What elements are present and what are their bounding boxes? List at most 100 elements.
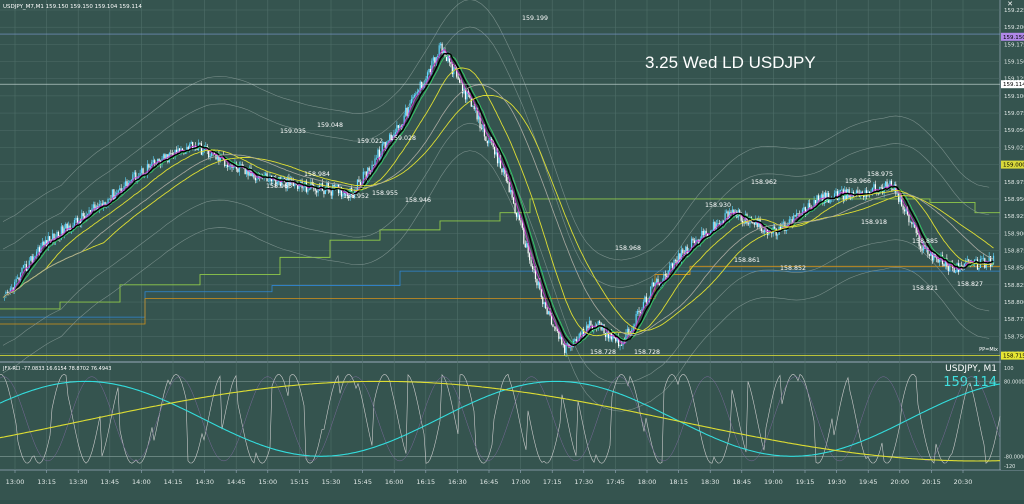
- candle-body: [520, 220, 522, 223]
- candle-body: [635, 314, 637, 326]
- candle-body: [944, 258, 946, 267]
- price-axis-label: 158.925: [1004, 214, 1024, 220]
- candle-body: [123, 185, 125, 192]
- candle-body: [190, 142, 192, 144]
- candle-body: [841, 189, 843, 191]
- price-annotation: 158.955: [372, 190, 398, 197]
- candle-body: [482, 124, 484, 129]
- candle-body: [241, 164, 243, 168]
- candle-body: [60, 226, 62, 240]
- candle-body: [779, 226, 782, 231]
- time-label: 19:45: [859, 478, 878, 486]
- time-label: 17:00: [511, 478, 530, 486]
- candle-body: [40, 245, 42, 253]
- candle-body: [816, 195, 818, 204]
- time-label: 20:00: [890, 478, 909, 486]
- candle-body: [476, 108, 478, 120]
- candle-body: [889, 180, 891, 186]
- candle-body: [224, 159, 226, 167]
- candle-body: [79, 220, 81, 224]
- candle-body: [670, 263, 672, 266]
- price-annotation: 158.952: [343, 193, 369, 200]
- price-annotation: 158.930: [705, 202, 731, 209]
- candle-body: [990, 256, 992, 267]
- candle-body: [807, 203, 809, 210]
- price-annotation: 158.861: [734, 257, 760, 264]
- price-axis[interactable]: 159.225159.200159.175159.150159.125159.1…: [979, 0, 1024, 470]
- candle-body: [714, 221, 716, 230]
- time-label: 20:15: [922, 478, 941, 486]
- candle-body: [434, 57, 436, 63]
- candle-body: [553, 326, 556, 328]
- candle-body: [37, 247, 39, 252]
- candle-body: [511, 189, 513, 198]
- candle-body: [565, 343, 567, 353]
- chart-title: 3.25 Wed LD USDJPY: [645, 53, 816, 72]
- candle-body: [794, 215, 796, 217]
- candle-body: [636, 310, 639, 315]
- rci-cyan-line: [0, 380, 1001, 457]
- candle-body: [114, 194, 116, 200]
- candle-body: [390, 134, 392, 141]
- candle-body: [549, 311, 551, 316]
- candle-body: [264, 173, 267, 176]
- time-label: 14:45: [227, 478, 246, 486]
- candle-body: [335, 186, 337, 187]
- candle-body: [747, 223, 750, 225]
- candle-body: [985, 263, 987, 268]
- candle-body: [965, 260, 967, 264]
- candle-body: [485, 136, 487, 141]
- price-tag-bottom-bg: [1001, 351, 1024, 360]
- candle-body: [529, 253, 531, 261]
- time-axis[interactable]: 13:00 13:15 13:30 13:45 14:00 14:15 14:30 14:45…: [6, 470, 973, 486]
- candle-body: [480, 128, 483, 129]
- candle-body: [534, 269, 537, 280]
- candle-body: [963, 263, 965, 270]
- candle-body: [712, 221, 715, 230]
- candle-body: [282, 178, 284, 180]
- candle-body: [947, 266, 949, 271]
- candle-body: [177, 148, 179, 153]
- candle-body: [695, 239, 697, 244]
- candle-body: [343, 192, 345, 194]
- candle-body: [11, 287, 13, 289]
- candle-body: [450, 62, 452, 64]
- candle-body: [16, 277, 19, 279]
- rci-indicator-panel[interactable]: JFX-RCI -77.0833 16.6154 78.8702 76.4943…: [0, 364, 1024, 470]
- candle-body: [103, 202, 105, 208]
- candle-body: [857, 190, 859, 193]
- candle-body: [473, 106, 475, 109]
- candle-body: [82, 213, 84, 217]
- candle-body: [777, 234, 779, 236]
- candle-body: [930, 251, 932, 256]
- price-annotation: 158.966: [845, 178, 871, 185]
- time-label: 16:45: [480, 478, 499, 486]
- candle-body: [422, 84, 424, 88]
- candle-body: [486, 140, 488, 144]
- candle-body: [871, 187, 874, 193]
- candle-body: [461, 82, 464, 94]
- candle-body: [526, 243, 528, 248]
- candle-body: [176, 149, 178, 153]
- candle-body: [146, 164, 149, 175]
- time-label: 13:00: [6, 478, 25, 486]
- candle-body: [397, 125, 399, 128]
- candle-body: [89, 210, 92, 212]
- candle-body: [755, 218, 757, 225]
- candle-body: [348, 196, 350, 198]
- close-icon[interactable]: ✕: [1005, 0, 1015, 8]
- candle-body: [186, 146, 188, 152]
- candle-body: [933, 253, 935, 261]
- candle-body: [135, 172, 137, 182]
- candle-body: [208, 150, 210, 158]
- candle-body: [494, 146, 496, 155]
- candle-body: [921, 248, 923, 251]
- rci-yellow-line: [0, 380, 1000, 462]
- candle-body: [91, 208, 93, 212]
- time-label: 15:45: [353, 478, 372, 486]
- time-label: 17:15: [543, 478, 562, 486]
- candle-body: [472, 106, 474, 107]
- candle-body: [415, 93, 417, 95]
